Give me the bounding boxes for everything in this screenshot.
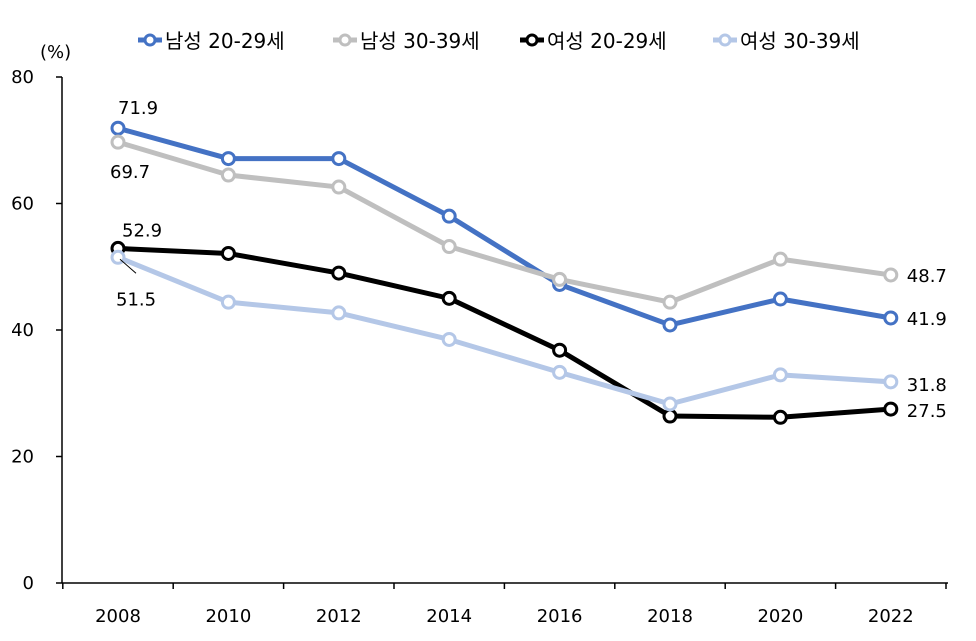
- y-tick-label: 40: [11, 320, 34, 341]
- data-point: [220, 151, 236, 167]
- data-point: [220, 245, 236, 261]
- data-point: [220, 167, 236, 183]
- legend-label: 여성 20-29세: [547, 29, 667, 53]
- data-point: [552, 364, 568, 380]
- series-line: [117, 245, 891, 420]
- series-line: [117, 125, 892, 328]
- legend-marker: [525, 33, 539, 47]
- legend-label: 남성 30-39세: [360, 29, 480, 53]
- data-point: [772, 367, 788, 383]
- data-point: [772, 291, 788, 307]
- data-point: [331, 265, 347, 281]
- series-line: [117, 254, 891, 407]
- data-label: 52.9: [122, 220, 162, 241]
- data-point: [552, 342, 568, 358]
- y-tick-label: 60: [11, 194, 34, 215]
- y-tick-label: 20: [11, 447, 34, 468]
- leader-line: [119, 258, 137, 274]
- data-point: [772, 409, 788, 425]
- x-tick-label: 2010: [205, 606, 251, 627]
- data-point: [441, 208, 457, 224]
- series-line: [117, 139, 892, 305]
- data-point: [220, 294, 236, 310]
- y-tick-label: 80: [11, 67, 34, 88]
- data-point: [883, 401, 899, 417]
- x-tick-label: 2020: [757, 606, 803, 627]
- data-label: 31.8: [907, 375, 947, 396]
- legend-item: 남성 20-29세: [138, 29, 285, 53]
- legend-marker: [718, 33, 732, 47]
- data-label: 71.9: [118, 98, 158, 119]
- data-point: [552, 271, 568, 287]
- data-point: [441, 331, 457, 347]
- data-point: [883, 267, 899, 283]
- data-point: [662, 396, 678, 412]
- legend-item: 여성 30-39세: [713, 29, 860, 53]
- legend-item: 남성 30-39세: [333, 29, 480, 53]
- data-point: [110, 134, 126, 150]
- series-0: [110, 120, 899, 333]
- x-tick-label: 2016: [537, 606, 583, 627]
- data-label: 41.9: [907, 309, 947, 330]
- legend-marker: [143, 33, 157, 47]
- series-2: [110, 240, 899, 425]
- y-axis-unit: (%): [40, 42, 71, 63]
- data-point: [662, 294, 678, 310]
- data-point: [331, 305, 347, 321]
- data-label: 27.5: [907, 401, 947, 422]
- x-tick-label: 2022: [868, 606, 914, 627]
- data-label: 48.7: [907, 266, 947, 287]
- x-tick-label: 2012: [316, 606, 362, 627]
- x-tick-label: 2018: [647, 606, 693, 627]
- data-point: [772, 251, 788, 267]
- data-point: [110, 120, 126, 136]
- data-label: 69.7: [110, 162, 150, 183]
- series-3: [110, 249, 899, 412]
- series-1: [110, 134, 899, 310]
- data-point: [662, 317, 678, 333]
- data-point: [331, 151, 347, 167]
- data-point: [441, 290, 457, 306]
- legend-marker: [338, 33, 352, 47]
- legend-label: 남성 20-29세: [165, 29, 285, 53]
- legend-label: 여성 30-39세: [740, 29, 860, 53]
- legend-item: 여성 20-29세: [520, 29, 667, 53]
- data-point: [662, 408, 678, 424]
- x-tick-label: 2008: [95, 606, 141, 627]
- x-tick-label: 2014: [426, 606, 472, 627]
- data-label: 51.5: [116, 289, 156, 310]
- data-point: [883, 374, 899, 390]
- data-point: [883, 310, 899, 326]
- y-tick-label: 0: [23, 573, 34, 594]
- data-point: [331, 179, 347, 195]
- data-point: [441, 239, 457, 255]
